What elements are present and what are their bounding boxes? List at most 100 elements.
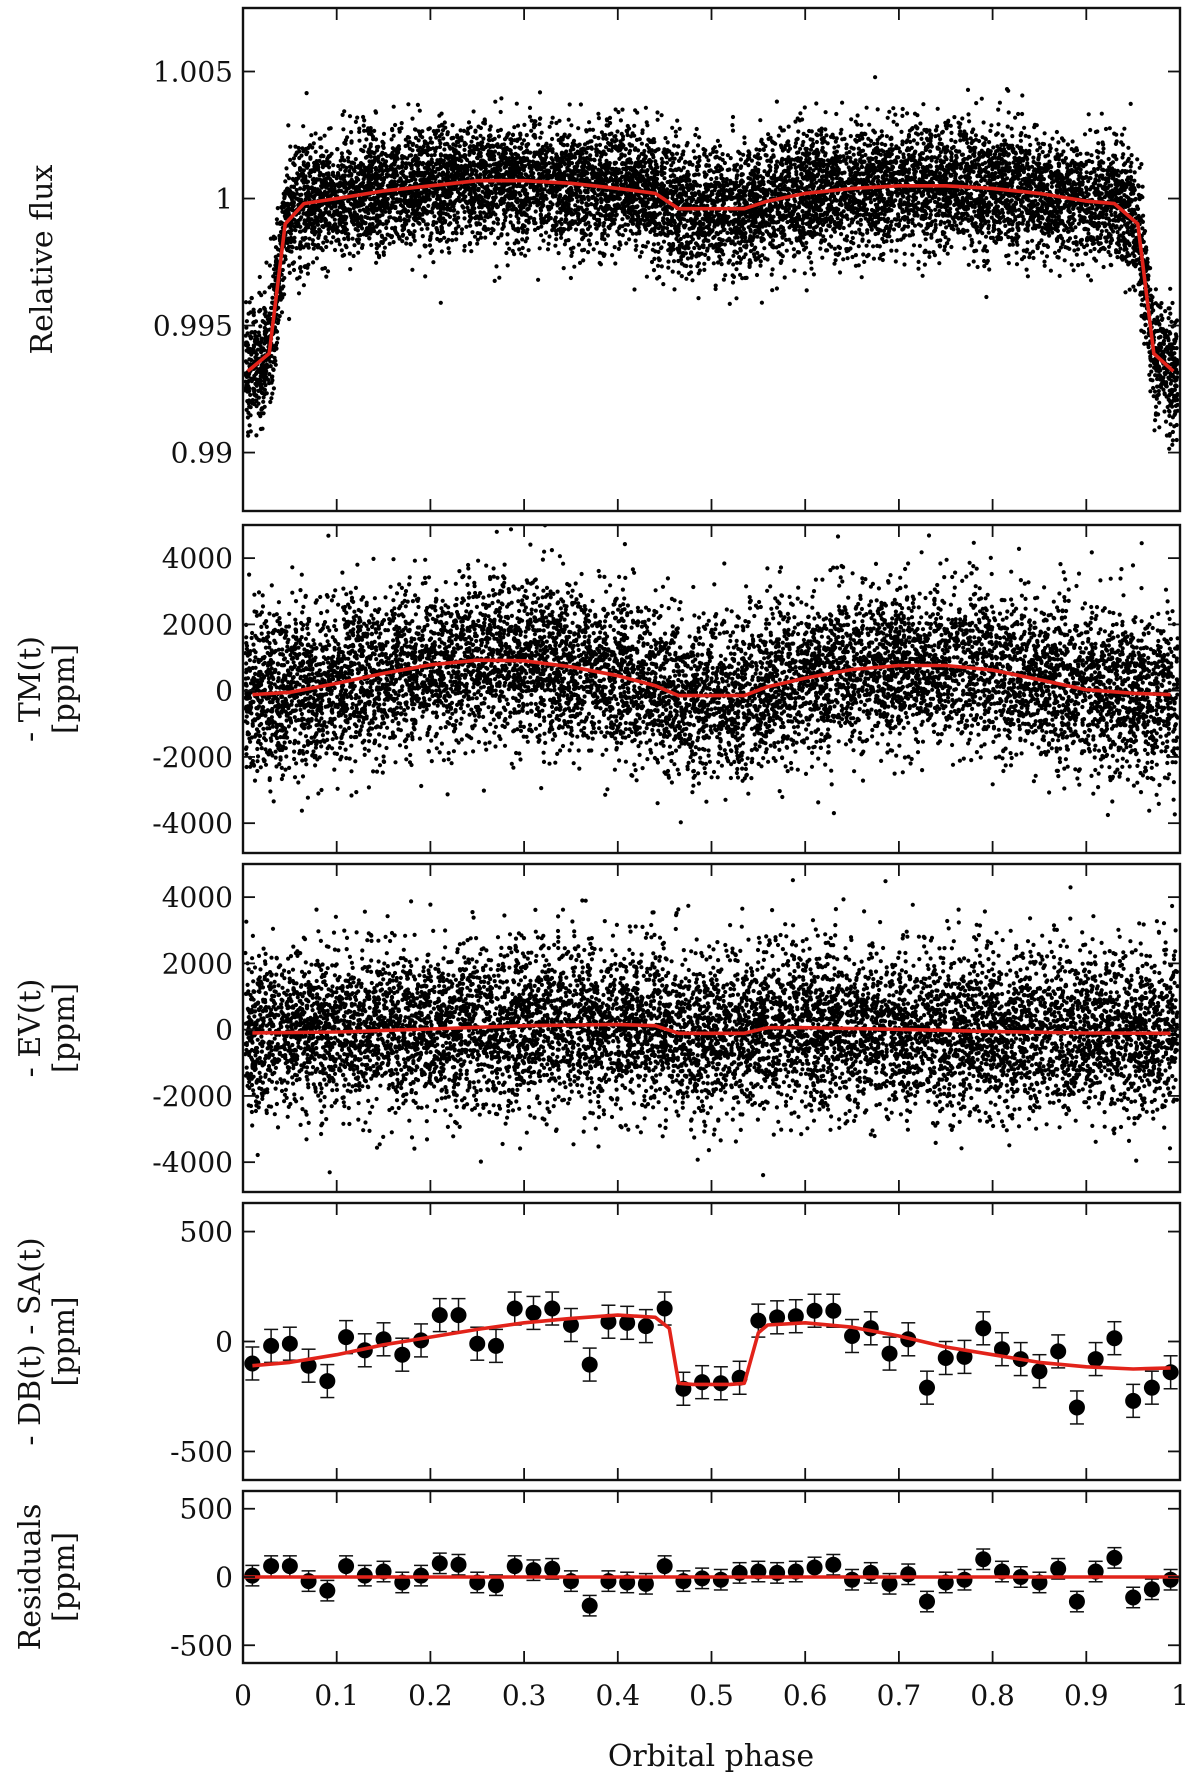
raw-point (730, 128, 736, 133)
raw-point (971, 259, 976, 264)
raw-point (505, 232, 510, 237)
raw-point (264, 260, 269, 265)
raw-point (858, 217, 864, 222)
raw-point (248, 392, 253, 397)
raw-point (520, 141, 525, 146)
raw-point (717, 143, 723, 148)
raw-point (322, 133, 327, 138)
raw-point (674, 151, 680, 156)
raw-point (1018, 138, 1024, 143)
raw-point (949, 138, 954, 143)
raw-point (257, 274, 262, 280)
raw-point (455, 210, 460, 215)
raw-point (573, 203, 578, 208)
raw-point (996, 107, 1001, 112)
raw-point (770, 288, 775, 293)
raw-point (521, 138, 527, 143)
raw-point (339, 151, 344, 156)
raw-point (561, 266, 566, 271)
raw-point (584, 150, 589, 155)
raw-point (779, 258, 784, 264)
raw-point (1016, 176, 1021, 181)
raw-point (1031, 255, 1036, 261)
raw-point (523, 212, 528, 217)
raw-point (1039, 238, 1044, 243)
raw-point (649, 259, 655, 265)
raw-point (936, 133, 941, 138)
raw-point (747, 181, 752, 186)
raw-point (1037, 165, 1043, 171)
raw-point (441, 136, 446, 141)
raw-point (374, 242, 379, 247)
raw-point (683, 159, 688, 164)
raw-point (987, 140, 992, 145)
raw-point (1170, 442, 1175, 447)
raw-point (556, 251, 561, 256)
raw-point (350, 236, 355, 241)
raw-point (1027, 255, 1032, 260)
raw-point (505, 263, 510, 268)
raw-point (875, 107, 880, 112)
raw-point (871, 244, 876, 249)
raw-point (410, 142, 415, 147)
raw-point (734, 296, 739, 301)
raw-point (323, 235, 328, 240)
raw-point (1157, 425, 1162, 430)
raw-point (524, 133, 529, 138)
raw-point (894, 144, 899, 149)
raw-point (505, 241, 510, 246)
raw-point (391, 104, 396, 109)
raw-point (492, 241, 498, 246)
raw-point (670, 156, 675, 161)
raw-point (828, 220, 833, 225)
raw-point (841, 225, 846, 231)
raw-point (688, 264, 693, 269)
raw-point (983, 244, 988, 249)
raw-point (569, 123, 574, 128)
raw-point (301, 283, 306, 288)
raw-point (291, 267, 297, 273)
raw-point (1162, 409, 1167, 414)
raw-point (442, 147, 447, 152)
raw-point (457, 144, 462, 149)
raw-point (1001, 142, 1007, 148)
raw-point (751, 168, 756, 174)
raw-point (757, 147, 762, 153)
raw-point (722, 242, 728, 247)
raw-point (364, 137, 369, 142)
raw-point (934, 164, 939, 169)
raw-point (916, 259, 921, 264)
raw-point (1006, 261, 1011, 266)
raw-point (279, 310, 285, 315)
raw-point (806, 255, 811, 260)
raw-point (840, 100, 845, 105)
raw-point (367, 236, 372, 241)
raw-point (911, 243, 917, 248)
raw-point (288, 144, 293, 149)
raw-point (1031, 155, 1036, 160)
raw-point (459, 227, 465, 232)
raw-point (262, 290, 267, 295)
raw-point (917, 243, 923, 248)
raw-point (991, 145, 996, 150)
raw-point (448, 221, 453, 226)
raw-point (1100, 150, 1106, 155)
raw-point (405, 213, 410, 219)
raw-point (586, 250, 591, 255)
raw-point (1016, 111, 1021, 117)
raw-point (819, 238, 824, 243)
raw-point (1132, 170, 1137, 175)
raw-point (612, 245, 617, 250)
raw-point (496, 235, 501, 240)
raw-point (939, 142, 944, 147)
raw-point (820, 255, 825, 260)
raw-point (684, 276, 689, 281)
raw-point (713, 283, 718, 288)
raw-point (1005, 124, 1010, 129)
raw-point (934, 159, 939, 164)
raw-point (516, 220, 521, 225)
raw-point (466, 120, 472, 125)
raw-point (342, 236, 347, 241)
raw-point (275, 336, 280, 341)
raw-point (889, 219, 894, 224)
